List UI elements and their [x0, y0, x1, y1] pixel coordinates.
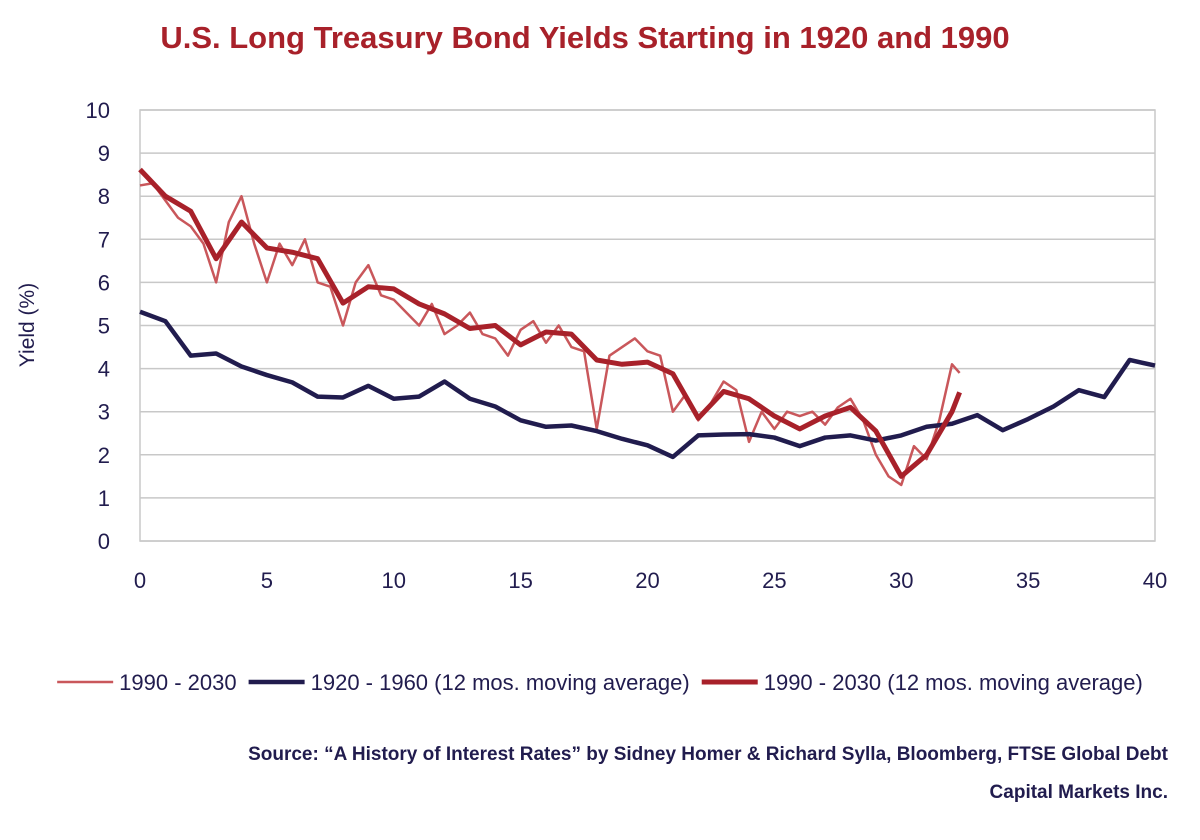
y-tick-label: 4 [98, 357, 110, 382]
legend-label: 1920 - 1960 (12 mos. moving average) [311, 670, 690, 695]
x-tick-label: 5 [261, 568, 273, 593]
y-tick-label: 6 [98, 270, 110, 295]
legend-label: 1990 - 2030 [119, 670, 236, 695]
x-tick-label: 10 [382, 568, 406, 593]
x-tick-label: 20 [635, 568, 659, 593]
y-axis-label: Yield (%) [16, 283, 39, 367]
x-tick-label: 30 [889, 568, 913, 593]
chart-title: U.S. Long Treasury Bond Yields Starting … [160, 20, 1009, 55]
y-tick-label: 7 [98, 227, 110, 252]
y-tick-label: 9 [98, 141, 110, 166]
x-tick-label: 25 [762, 568, 786, 593]
x-tick-label: 35 [1016, 568, 1040, 593]
y-tick-label: 0 [98, 529, 110, 554]
y-tick-label: 8 [98, 184, 110, 209]
y-tick-label: 3 [98, 400, 110, 425]
y-tick-label: 5 [98, 314, 110, 339]
legend-label: 1990 - 2030 (12 mos. moving average) [764, 670, 1143, 695]
x-tick-label: 0 [134, 568, 146, 593]
series-line [138, 167, 962, 479]
series-line [139, 309, 1156, 460]
y-tick-label: 1 [98, 486, 110, 511]
x-tick-label: 15 [508, 568, 532, 593]
source-note: Source: “A History of Interest Rates” by… [248, 744, 1169, 765]
y-tick-label: 10 [86, 98, 110, 123]
y-tick-label: 2 [98, 443, 110, 468]
x-tick-label: 40 [1143, 568, 1167, 593]
source-note: Capital Markets Inc. [990, 782, 1168, 803]
